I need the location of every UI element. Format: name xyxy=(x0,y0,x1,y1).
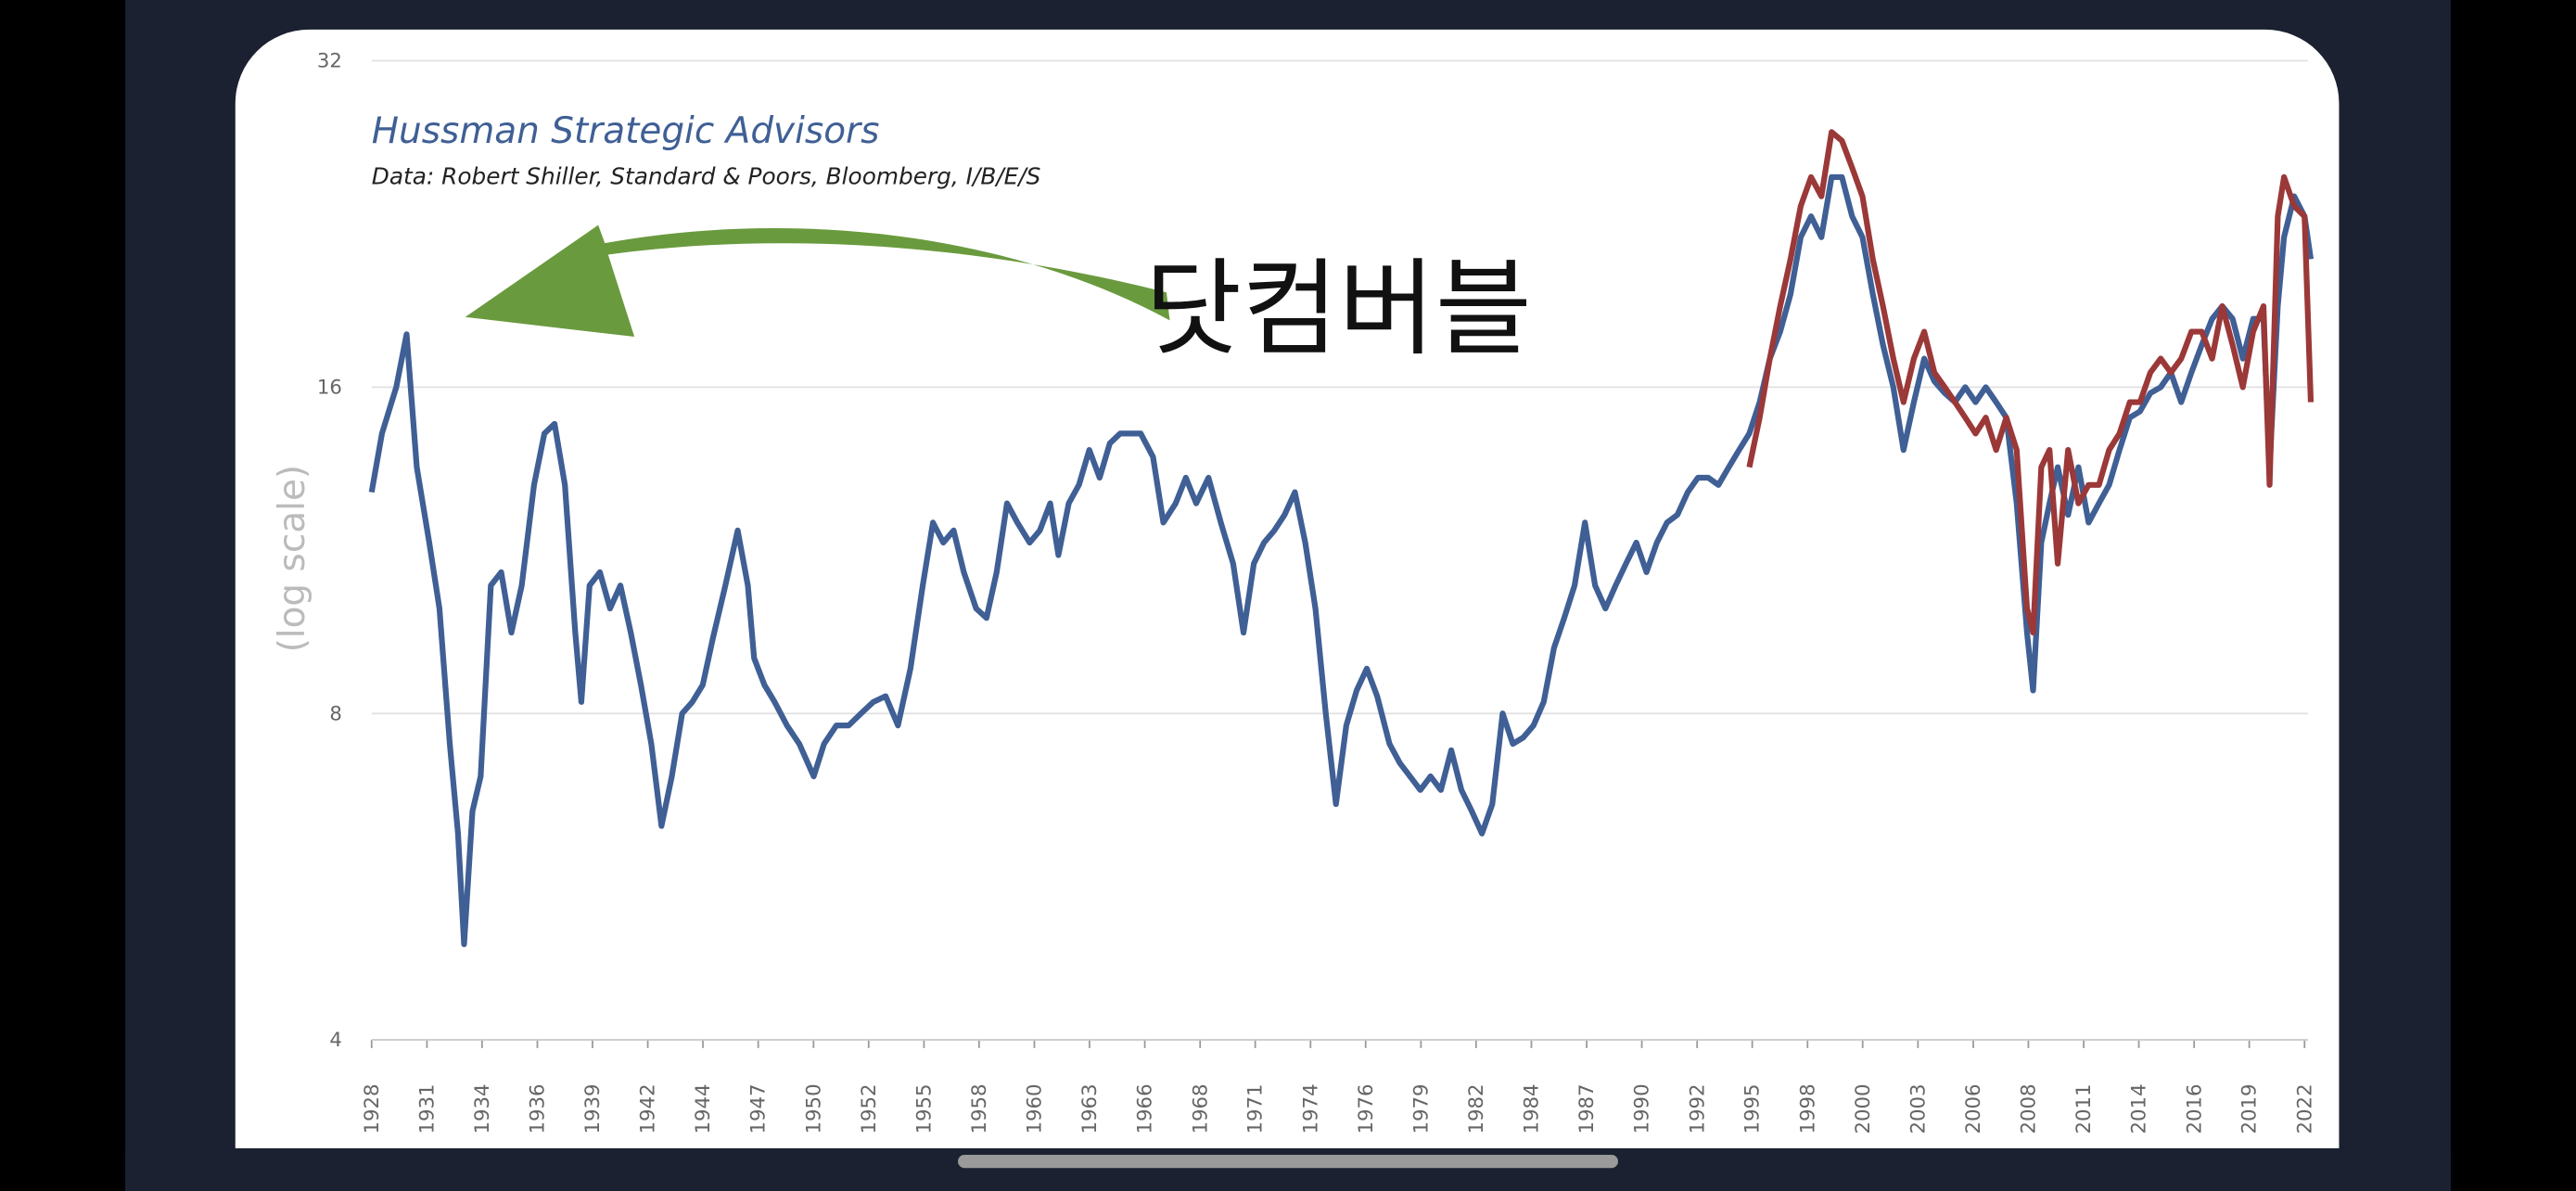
x-tick-label: 1982 xyxy=(1465,1083,1488,1133)
x-tick-label: 2000 xyxy=(1852,1083,1875,1133)
x-tick-label: 1928 xyxy=(361,1083,384,1133)
x-tick-label: 1995 xyxy=(1741,1083,1765,1133)
x-tick-label: 1998 xyxy=(1796,1083,1819,1133)
x-tick-label: 1934 xyxy=(471,1083,494,1133)
y-tick-label: 8 xyxy=(329,702,342,725)
x-tick-label: 1947 xyxy=(747,1083,771,1133)
x-tick-label: 1955 xyxy=(912,1083,936,1133)
x-tick-label: 2008 xyxy=(2018,1083,2041,1133)
chart-title: Hussman Strategic Advisors xyxy=(372,110,880,152)
x-tick-label: 2022 xyxy=(2293,1083,2316,1133)
series-line xyxy=(368,173,2315,948)
x-tick-label: 1990 xyxy=(1631,1083,1654,1133)
x-tick-label: 1968 xyxy=(1189,1083,1212,1133)
x-tick-label: 1966 xyxy=(1134,1083,1157,1133)
bottom-bar xyxy=(125,1147,2451,1191)
x-tick-label: 1976 xyxy=(1355,1083,1378,1133)
x-tick-label: 1931 xyxy=(415,1083,439,1133)
x-tick-label: 2019 xyxy=(2238,1083,2262,1133)
x-tick-label: 1942 xyxy=(637,1083,660,1133)
home-indicator[interactable] xyxy=(958,1155,1618,1169)
x-tick-label: 2014 xyxy=(2128,1083,2151,1133)
x-tick-label: 2016 xyxy=(2183,1083,2206,1133)
chart-subtitle: Data: Robert Shiller, Standard & Poors, … xyxy=(372,162,1041,189)
x-tick-label: 1984 xyxy=(1521,1083,1544,1133)
x-tick-label: 1944 xyxy=(692,1083,715,1133)
y-tick-label: 32 xyxy=(317,50,342,73)
x-tick-label: 1963 xyxy=(1078,1083,1102,1133)
x-tick-label: 1987 xyxy=(1575,1083,1599,1133)
x-tick-label: 1936 xyxy=(527,1083,550,1133)
x-tick-label: 1992 xyxy=(1686,1083,1709,1133)
x-tick-label: 1958 xyxy=(968,1083,991,1133)
x-tick-label: 1960 xyxy=(1024,1083,1047,1133)
x-tick-label: 1971 xyxy=(1244,1083,1268,1133)
x-tick-label: 1939 xyxy=(581,1083,605,1133)
chart-card xyxy=(235,29,2340,1191)
y-tick-label: 16 xyxy=(317,376,342,399)
x-tick-label: 2006 xyxy=(1962,1083,1985,1133)
x-tick-label: 1950 xyxy=(802,1083,825,1133)
y-tick-label: 4 xyxy=(329,1029,342,1052)
series-line xyxy=(1746,129,2315,636)
x-tick-label: 1952 xyxy=(858,1083,881,1133)
annotation: 닷컴버블 xyxy=(1145,248,1532,370)
y-axis-label: (log scale) xyxy=(272,465,313,653)
x-tick-label: 1974 xyxy=(1299,1083,1322,1133)
x-tick-label: 1979 xyxy=(1409,1083,1433,1133)
annotation-arrow xyxy=(465,224,1170,338)
x-tick-label: 2003 xyxy=(1906,1083,1930,1133)
x-tick-label: 2011 xyxy=(2072,1083,2096,1133)
plot: 4 8 16 32 1928 1931 1934 1936 1939 1942 1944 1947 19… xyxy=(317,50,2317,1134)
